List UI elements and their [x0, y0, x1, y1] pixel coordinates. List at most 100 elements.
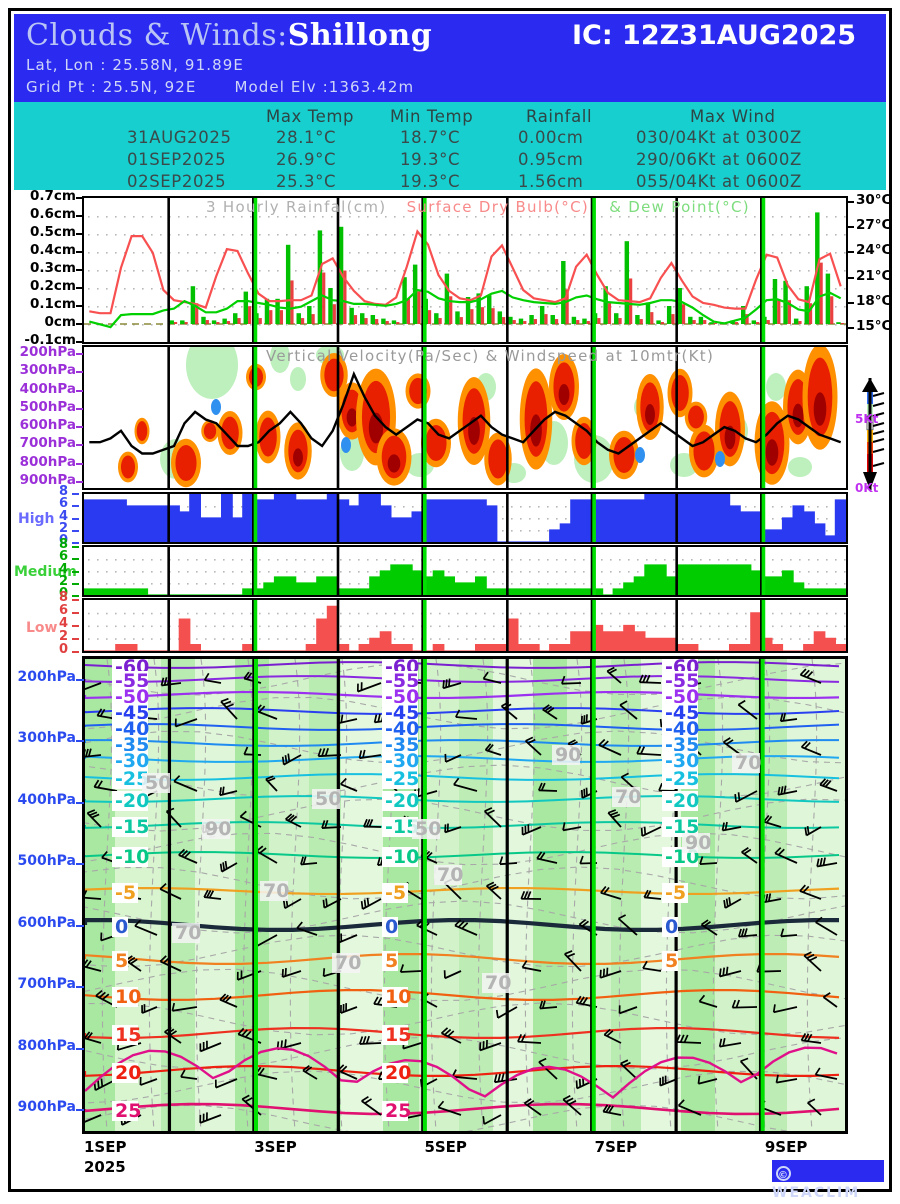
svg-text:70: 70 [263, 880, 289, 902]
svg-text:70: 70 [615, 786, 641, 808]
temperature-axis-tick: 18°C [856, 293, 891, 309]
table-row-max-wind: 055/04Kt at 0600Z [636, 172, 802, 191]
axis-tick [846, 251, 854, 253]
title-part-drybulb: Surface Dry Bulb(°C) [407, 198, 589, 216]
init-condition-label: IC: 12Z31AUG2025 [572, 20, 856, 51]
svg-text:-5: -5 [115, 882, 136, 904]
svg-text:50: 50 [315, 788, 341, 810]
cloud-axis-tick: 0 [44, 642, 68, 657]
vv-axis-tick: 300hPa [6, 362, 76, 378]
vv-axis-tick: 700hPa [6, 435, 76, 451]
vertical-velocity-panel [82, 345, 848, 490]
medium-cloud-panel [82, 545, 848, 597]
weaclim-logo: ©WEACLIM [772, 1160, 884, 1182]
rainfall-axis-tick: 0.4cm [6, 242, 76, 258]
vv-axis-tick: 400hPa [6, 381, 76, 397]
svg-text:5: 5 [115, 950, 128, 972]
svg-text:-10: -10 [385, 846, 419, 868]
axis-tick [76, 863, 84, 865]
svg-text:0: 0 [385, 916, 398, 938]
axis-tick [76, 353, 83, 355]
axis-tick [76, 463, 83, 465]
table-row-min-temp: 19.3°C [400, 172, 460, 191]
svg-text:0: 0 [665, 916, 678, 938]
table-row-max-temp: 25.3°C [276, 172, 336, 191]
svg-text:15: 15 [115, 1024, 141, 1046]
rainfall-panel-title: 3 Hourly Rainfal(cm) Surface Dry Bulb(°C… [206, 198, 750, 216]
svg-text:90: 90 [555, 744, 581, 766]
axis-tick [72, 530, 79, 532]
temperature-axis-tick: 24°C [856, 242, 891, 258]
axis-tick [72, 599, 79, 601]
temperature-axis-tick: 15°C [856, 318, 891, 334]
svg-text:50: 50 [415, 818, 441, 840]
low-cloud-panel [82, 598, 848, 653]
title-part-dewpoint: & Dew Point(°C) [609, 198, 750, 216]
col-header-max-temp: Max Temp [266, 107, 354, 126]
svg-text:70: 70 [335, 952, 361, 974]
svg-text:-25: -25 [385, 768, 419, 790]
axis-tick [72, 546, 79, 548]
axis-tick [76, 986, 84, 988]
svg-text:70: 70 [735, 752, 761, 774]
table-row-min-temp: 19.3°C [400, 150, 460, 169]
axis-tick [76, 233, 83, 235]
axis-tick [72, 595, 79, 597]
axis-tick [72, 625, 79, 627]
brand-label: WEACLIM [772, 1185, 860, 1201]
rainfall-axis-tick: 0.1cm [6, 296, 76, 312]
axis-tick [72, 638, 79, 640]
table-row-max-wind: 290/06Kt at 0600Z [636, 150, 802, 169]
title-prefix: Clouds & Winds: [26, 18, 288, 53]
axis-tick [76, 305, 83, 307]
axis-tick [76, 679, 84, 681]
axis-tick [76, 1109, 84, 1111]
axis-tick [76, 371, 83, 373]
vv-axis-tick: 800hPa [6, 454, 76, 470]
table-row-max-temp: 28.1°C [276, 128, 336, 147]
svg-text:50: 50 [145, 772, 171, 794]
temperature-axis-tick: 27°C [856, 217, 891, 233]
axis-tick [76, 740, 84, 742]
axis-tick [76, 925, 84, 927]
axis-tick [846, 226, 854, 228]
temperature-axis-tick: 21°C [856, 268, 891, 284]
col-header-min-temp: Min Temp [390, 107, 473, 126]
svg-text:-5: -5 [385, 882, 406, 904]
grid-point-row: Grid Pt : 25.5N, 92E Model Elv :1363.42m [26, 78, 414, 96]
vv-axis-tick: 600hPa [6, 417, 76, 433]
axis-tick [72, 558, 79, 560]
svg-text:10: 10 [115, 986, 141, 1008]
svg-text:15: 15 [385, 1024, 411, 1046]
table-row-rainfall: 1.56cm [518, 172, 583, 191]
temperature-axis-tick: 30°C [856, 192, 891, 208]
axis-tick [72, 612, 79, 614]
table-row-min-temp: 18.7°C [400, 128, 460, 147]
vertical-velocity-panel-title: Vertical Velocity(Pa/Sec) & Windspeed at… [266, 347, 714, 365]
svg-text:70: 70 [485, 972, 511, 994]
wind-axis-tick: 600hPa [4, 915, 76, 931]
axis-tick [76, 287, 83, 289]
vv-axis-tick: 200hPa [6, 344, 76, 360]
high-cloud-panel [82, 492, 848, 544]
title-part-rainfall: 3 Hourly Rainfal(cm) [206, 198, 386, 216]
rainfall-axis-tick: 0.2cm [6, 278, 76, 294]
axis-tick [72, 542, 79, 544]
axis-tick [72, 583, 79, 585]
axis-tick [72, 651, 79, 653]
axis-tick [76, 269, 83, 271]
svg-text:-20: -20 [665, 790, 699, 812]
svg-text:70: 70 [437, 864, 463, 886]
wind-barb-legend [856, 376, 890, 496]
axis-tick [72, 518, 79, 520]
axis-tick [76, 323, 83, 325]
col-header-max-wind: Max Wind [690, 107, 776, 126]
svg-text:25: 25 [385, 1100, 411, 1122]
axis-tick [76, 1048, 84, 1050]
grid-point-label: Grid Pt : 25.5N, 92E [26, 78, 196, 96]
summary-table: Max Temp Min Temp Rainfall Max Wind 31AU… [14, 102, 886, 190]
model-elevation-label: Model Elv :1363.42m [234, 78, 414, 96]
axis-tick [76, 215, 83, 217]
axis-tick [76, 481, 83, 483]
axis-tick [72, 571, 79, 573]
